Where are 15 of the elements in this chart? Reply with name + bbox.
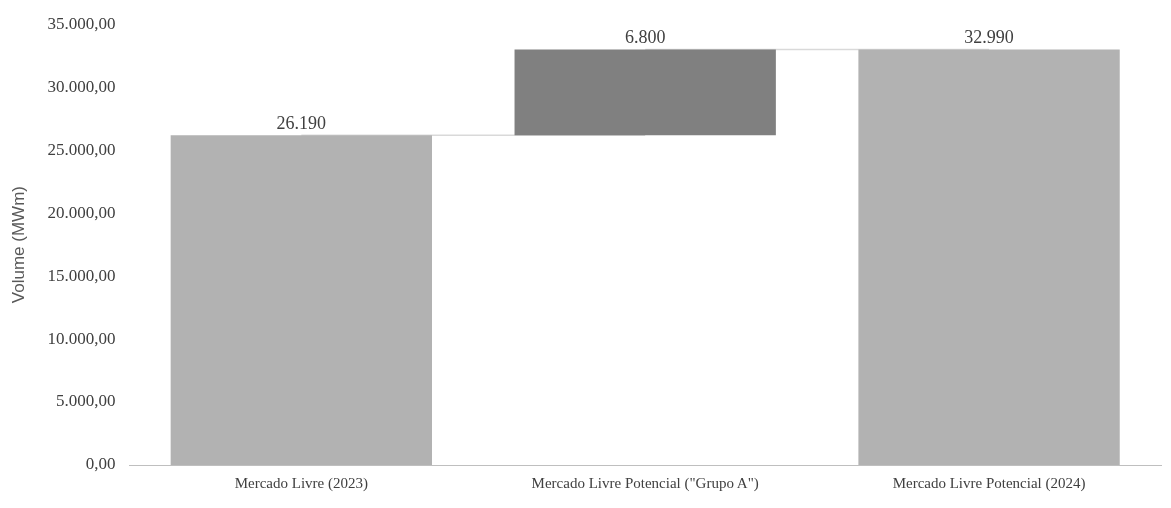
y-axis-title: Volume (MWm) bbox=[8, 186, 28, 304]
y-tick-label: 5.000,00 bbox=[55, 391, 116, 411]
x-tick-label: Mercado Livre (2023) bbox=[234, 474, 368, 492]
data-label: 6.800 bbox=[624, 27, 666, 48]
y-tick-label: 20.000,00 bbox=[47, 202, 116, 222]
y-tick-label: 15.000,00 bbox=[47, 265, 116, 285]
data-label: 32.990 bbox=[964, 27, 1014, 48]
y-tick-label: 35.000,00 bbox=[47, 13, 116, 33]
data-label: 26.190 bbox=[276, 112, 327, 133]
y-tick-label: 0,00 bbox=[85, 454, 116, 474]
y-tick-label: 25.000,00 bbox=[47, 139, 116, 159]
y-tick-label: 30.000,00 bbox=[47, 76, 116, 96]
x-tick-label: Mercado Livre Potencial ("Grupo A") bbox=[531, 474, 759, 492]
x-tick-label: Mercado Livre Potencial (2024) bbox=[892, 474, 1086, 492]
y-tick-label: 10.000,00 bbox=[47, 328, 116, 348]
